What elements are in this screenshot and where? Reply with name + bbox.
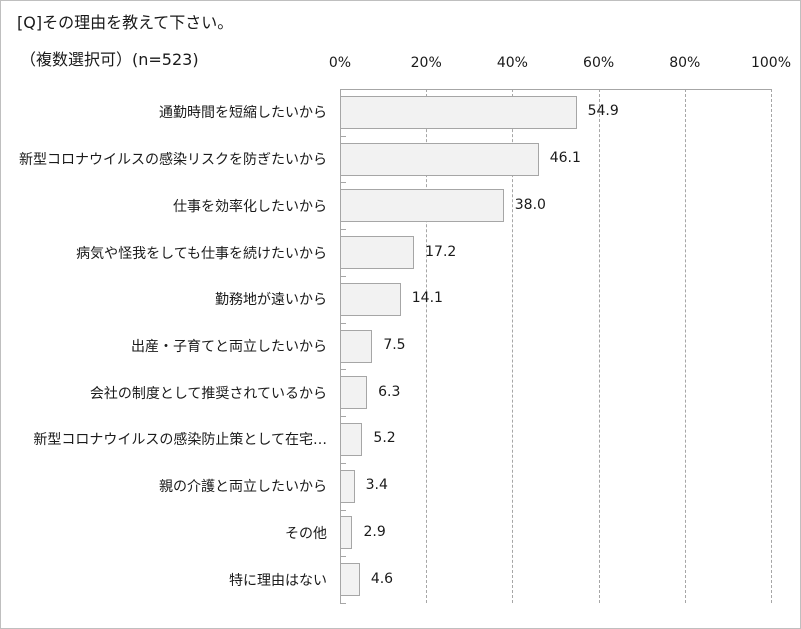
data-label: 38.0 [514, 196, 546, 213]
category-label: 新型コロナウイルスの感染リスクを防ぎたいから [19, 152, 327, 169]
gridline [598, 89, 600, 603]
y-tick [340, 89, 346, 90]
data-label: 7.5 [383, 337, 406, 353]
gridline [771, 89, 772, 603]
category-label: 病気や怪我をしても仕事を続けたいから [76, 245, 327, 262]
x-tick-label: 20% [410, 55, 442, 71]
gridline [512, 89, 514, 603]
data-label: 14.1 [411, 290, 443, 307]
bar [340, 516, 353, 550]
x-tick-label: 80% [669, 55, 701, 71]
data-label: 54.9 [587, 103, 619, 120]
data-label: 17.2 [425, 243, 457, 260]
data-label: 6.3 [378, 383, 401, 400]
y-tick [340, 135, 346, 137]
category-label: 仕事を効率化したいから [173, 198, 327, 215]
category-label: 出産・子育てと両立したいから [131, 339, 327, 355]
bar [340, 469, 355, 503]
bar [340, 422, 363, 456]
data-label: 2.9 [363, 523, 386, 540]
bar [340, 563, 360, 597]
bar [340, 142, 539, 176]
category-label: 勤務地が遠いから [215, 292, 327, 309]
bar [340, 236, 415, 270]
gridline [684, 89, 686, 603]
bar [340, 329, 373, 363]
y-tick [340, 416, 346, 418]
bar [340, 376, 368, 410]
gridline [426, 89, 428, 603]
data-label: 4.6 [370, 570, 394, 587]
chart-subtitle: （複数選択可）(n=523) [20, 50, 199, 69]
data-label: 5.2 [373, 430, 396, 447]
y-tick [340, 509, 346, 511]
category-label: 親の介護と両立したいから [159, 479, 327, 496]
y-tick [340, 462, 346, 464]
bar [340, 189, 504, 223]
category-label: その他 [285, 525, 327, 542]
plot-area: 54.9 46.1 38.0 17.2 14.1 7.5 6.3 5.2 3.4 2.9 4.6 [340, 89, 772, 604]
x-tick-label: 40% [496, 55, 528, 71]
y-tick [340, 229, 346, 231]
y-tick [340, 322, 346, 324]
data-label: 3.4 [365, 477, 388, 494]
data-label: 46.1 [549, 150, 581, 167]
y-tick [340, 603, 346, 604]
bar [340, 282, 401, 316]
category-label: 特に理由はない [229, 572, 327, 589]
y-tick [340, 556, 346, 558]
x-tick-label: 60% [583, 55, 615, 71]
y-tick [340, 182, 346, 184]
y-tick [340, 369, 346, 371]
bar [340, 95, 577, 129]
x-tick-label: 0% [328, 55, 352, 71]
x-tick-label: 100% [750, 55, 792, 71]
y-tick [340, 275, 346, 277]
category-label: 新型コロナウイルスの感染防止策として在宅… [33, 432, 327, 449]
chart-title: [Q]その理由を教えて下さい。 [17, 13, 234, 32]
x-axis-line [340, 89, 771, 90]
category-label: 通勤時間を短縮したいから [159, 105, 327, 122]
category-label: 会社の制度として推奨されているから [89, 385, 327, 402]
